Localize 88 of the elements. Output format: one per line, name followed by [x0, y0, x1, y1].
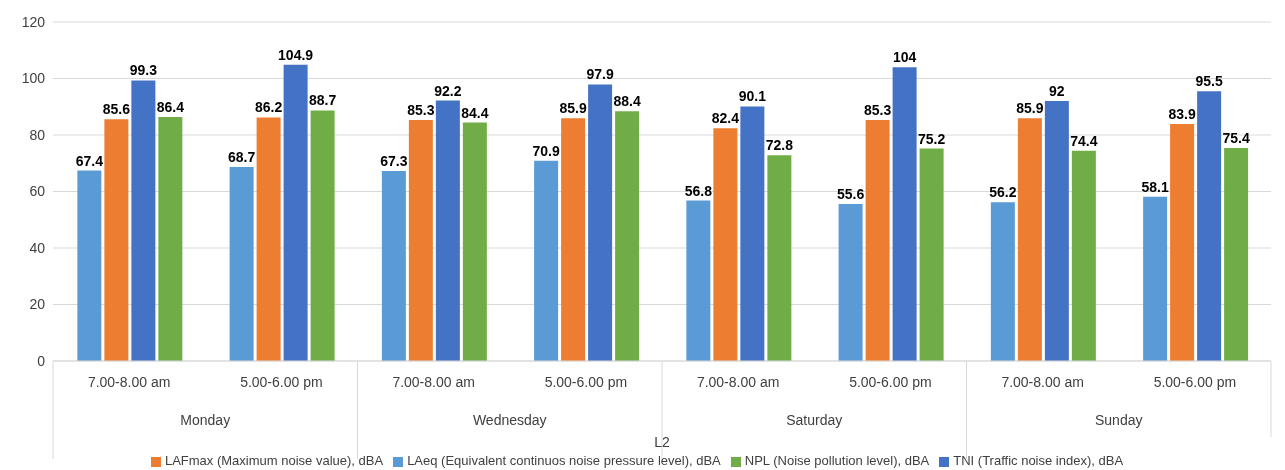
bar: [1071, 150, 1096, 361]
data-label: 86.4: [156, 98, 185, 115]
data-label: 83.9: [1168, 105, 1196, 122]
bar: [686, 200, 711, 361]
bar: [919, 148, 944, 361]
data-label: 74.4: [1070, 132, 1098, 149]
data-label: 75.2: [917, 130, 946, 147]
data-label: 68.7: [227, 148, 256, 165]
bar: [256, 117, 281, 361]
legend-label: TNI (Traffic noise index), dBA: [953, 453, 1124, 468]
bar: [408, 120, 433, 361]
data-label: 56.2: [989, 184, 1017, 201]
bar: [990, 202, 1015, 361]
bar: [104, 119, 129, 361]
data-label: 75.4: [1222, 129, 1250, 146]
x-axis-title: L2: [654, 434, 670, 450]
text: Saturday: [786, 412, 843, 428]
data-label: 82.4: [711, 110, 740, 127]
bar: [158, 116, 183, 361]
bar: [1044, 101, 1069, 361]
text: Wednesday: [472, 412, 547, 428]
y-tick-label: 120: [21, 13, 46, 30]
bar: [283, 64, 308, 361]
bar: [1197, 91, 1222, 361]
data-label: 86.2: [254, 99, 283, 116]
x-tick-label: 7.00-8.00 am: [392, 374, 475, 390]
bar: [1170, 123, 1195, 361]
bar: [1017, 118, 1042, 361]
data-label: 95.5: [1195, 73, 1223, 90]
y-tick-label: 20: [29, 296, 46, 313]
y-tick-label: 40: [29, 239, 46, 256]
data-label: 88.4: [613, 93, 641, 110]
bar: [381, 170, 406, 361]
bar: [131, 80, 156, 361]
data-label: 70.9: [532, 142, 560, 159]
bar: [229, 166, 254, 361]
data-label: 84.4: [461, 104, 489, 121]
data-label: 97.9: [586, 66, 614, 83]
x-tick-label: 5.00-6.00 pm: [544, 374, 628, 390]
x-tick-label: 5.00-6.00 pm: [240, 374, 323, 390]
data-label: 92: [1049, 83, 1065, 100]
x-tick-label: 5.00-6.00 pm: [849, 374, 932, 390]
text: Monday: [180, 412, 231, 428]
bar: [615, 111, 640, 361]
x-tick-label: 7.00-8.00 am: [696, 374, 780, 390]
bar: [892, 67, 917, 361]
legend-label: LAFmax (Maximum noise value), dBA: [164, 453, 384, 468]
y-tick-label: 80: [29, 126, 46, 143]
y-tick-label: 100: [21, 70, 46, 87]
y-tick-label: 60: [29, 183, 46, 200]
x-tick-label: 5.00-6.00 pm: [1153, 374, 1237, 390]
bar: [435, 100, 460, 361]
data-label: 85.9: [559, 100, 587, 117]
x-tick-label: 7.00-8.00 am: [1001, 374, 1084, 390]
data-label: 85.6: [102, 101, 131, 118]
data-label: 55.6: [836, 185, 865, 202]
bar: [838, 203, 863, 361]
data-label: 67.3: [380, 152, 408, 169]
bar: [561, 118, 586, 361]
legend-label: NPL (Noise pollution level), dBA: [744, 453, 930, 468]
data-label: 90.1: [738, 88, 767, 105]
data-label: 85.9: [1016, 100, 1044, 117]
bar: [588, 84, 613, 361]
bar: [534, 160, 559, 361]
data-label: 85.3: [407, 102, 435, 119]
bar: [310, 110, 335, 361]
data-label: 104.9: [278, 46, 314, 63]
data-label: 58.1: [1141, 178, 1169, 195]
data-label: 92.2: [434, 82, 462, 99]
data-label: 72.8: [765, 137, 794, 154]
data-label: 104: [892, 49, 917, 66]
legend-label: LAeq (Equivalent continuos noise pressure level), dBA: [407, 453, 721, 468]
data-label: 99.3: [129, 62, 158, 79]
bar: [740, 106, 765, 361]
x-tick-label: 7.00-8.00 am: [87, 374, 171, 390]
y-tick-label: 0: [37, 352, 46, 369]
bar: [865, 120, 890, 361]
text: Sunday: [1095, 412, 1143, 428]
data-label: 56.8: [684, 182, 713, 199]
bar: [713, 128, 738, 361]
bar: [767, 155, 792, 361]
bar: [462, 122, 487, 361]
data-label: 85.3: [863, 102, 892, 119]
data-label: 88.7: [308, 92, 337, 109]
bar: [1143, 196, 1168, 361]
data-label: 67.4: [75, 152, 104, 169]
bar: [1224, 148, 1249, 361]
bar: [77, 170, 102, 361]
